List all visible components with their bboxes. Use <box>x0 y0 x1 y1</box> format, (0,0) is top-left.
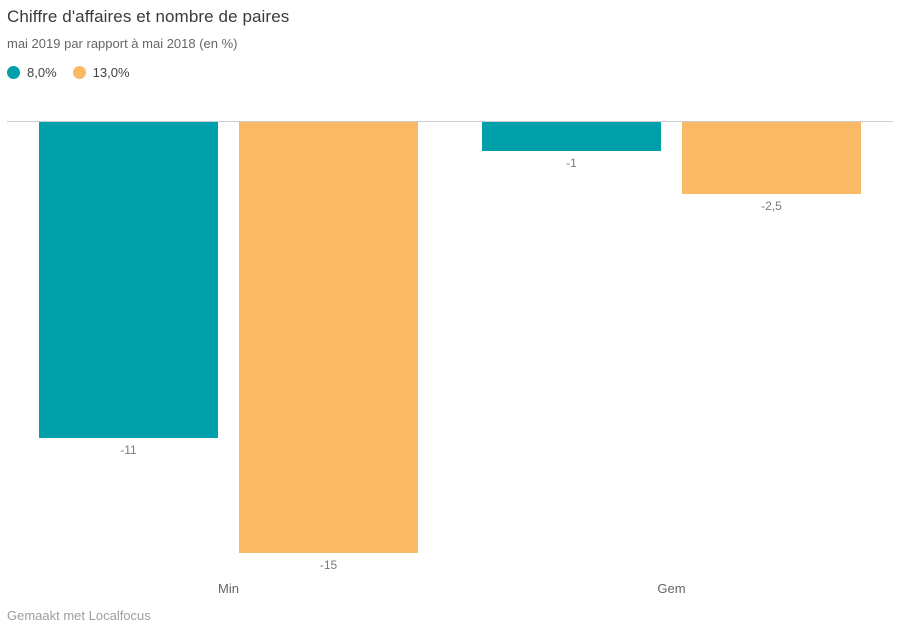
bar-value-label: -1 <box>566 156 577 170</box>
legend: 8,0% 13,0% <box>7 65 130 80</box>
bar-min-series-1[interactable] <box>239 122 418 553</box>
category-label-min: Min <box>218 581 239 596</box>
legend-label: 13,0% <box>92 65 130 80</box>
legend-label: 8,0% <box>27 65 57 80</box>
attribution-link[interactable]: Gemaakt met Localfocus <box>7 608 151 623</box>
bar-value-label: -2,5 <box>761 199 782 213</box>
chart-title: Chiffre d'affaires et nombre de paires <box>7 7 290 26</box>
category-label-gem: Gem <box>657 581 686 596</box>
bar-value-label: -11 <box>120 443 137 457</box>
chart-subtitle: mai 2019 par rapport à mai 2018 (en %) <box>7 36 238 51</box>
legend-item-0[interactable]: 8,0% <box>7 65 57 80</box>
bar-min-series-0[interactable] <box>39 122 218 438</box>
bar-value-label: -15 <box>319 558 338 572</box>
bar-gem-series-1[interactable] <box>682 122 861 194</box>
legend-swatch-icon <box>72 66 86 79</box>
legend-swatch-icon <box>7 66 20 79</box>
zero-axis-line <box>7 121 893 122</box>
legend-item-1[interactable]: 13,0% <box>72 65 130 80</box>
bar-gem-series-0[interactable] <box>482 122 661 151</box>
